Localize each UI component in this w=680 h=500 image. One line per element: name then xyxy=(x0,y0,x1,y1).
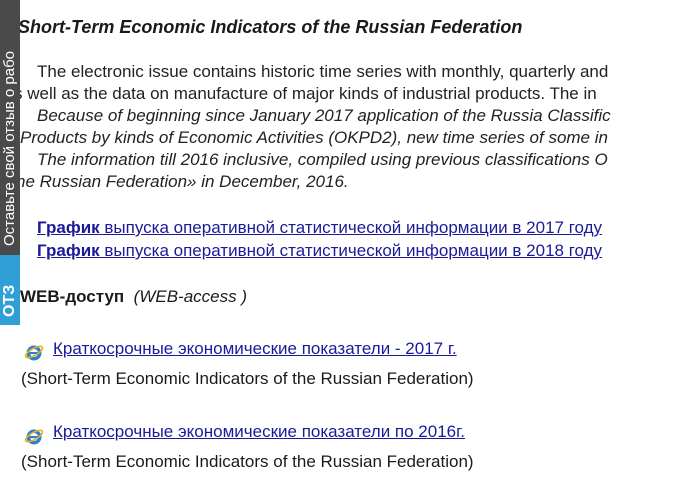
web-access-english: (WEB-access ) xyxy=(133,287,247,306)
schedule-link-2017-bold: График xyxy=(37,218,100,237)
internet-explorer-icon[interactable] xyxy=(24,426,44,446)
intro-line-5: The information till 2016 inclusive, com… xyxy=(37,150,608,169)
intro-line-6: he Russian Federation» in December, 2016… xyxy=(16,172,349,191)
intro-line-4: Products by kinds of Economic Activities… xyxy=(20,128,608,147)
feedback-tab-label: Оставьте свой отзыв о рабо xyxy=(1,50,18,246)
feedback-tab[interactable]: Оставьте свой отзыв о рабо ОТЗ xyxy=(0,0,20,325)
intro-line-3: Because of beginning since January 2017 … xyxy=(37,106,611,125)
schedule-link-2017-text: выпуска оперативной статистической инфор… xyxy=(99,218,603,237)
internet-explorer-icon[interactable] xyxy=(24,342,44,362)
schedule-link-2018-bold: График xyxy=(37,241,100,260)
issue-link-2017[interactable]: Краткосрочные экономические показатели -… xyxy=(53,339,457,358)
intro-line-2: s well as the data on manufacture of maj… xyxy=(14,84,597,103)
issue-english-2017: (Short-Term Economic Indicators of the R… xyxy=(21,369,474,388)
feedback-tab-badge[interactable]: ОТЗ xyxy=(0,255,20,325)
web-access-label: WEB-доступ xyxy=(20,287,125,306)
schedule-link-2017[interactable]: График выпуска оперативной статистическо… xyxy=(37,218,602,238)
issue-english-2016: (Short-Term Economic Indicators of the R… xyxy=(21,452,474,471)
schedule-link-2018-text: выпуска оперативной статистической инфор… xyxy=(99,241,603,260)
page-title: Short-Term Economic Indicators of the Ru… xyxy=(18,17,523,37)
intro-line-1: The electronic issue contains historic t… xyxy=(37,62,609,81)
feedback-tab-badge-text: ОТЗ xyxy=(1,284,18,317)
web-access-heading: WEB-доступ (WEB-access ) xyxy=(20,287,247,307)
issue-link-2016[interactable]: Краткосрочные экономические показатели п… xyxy=(53,422,465,441)
schedule-link-2018[interactable]: График выпуска оперативной статистическо… xyxy=(37,241,602,261)
